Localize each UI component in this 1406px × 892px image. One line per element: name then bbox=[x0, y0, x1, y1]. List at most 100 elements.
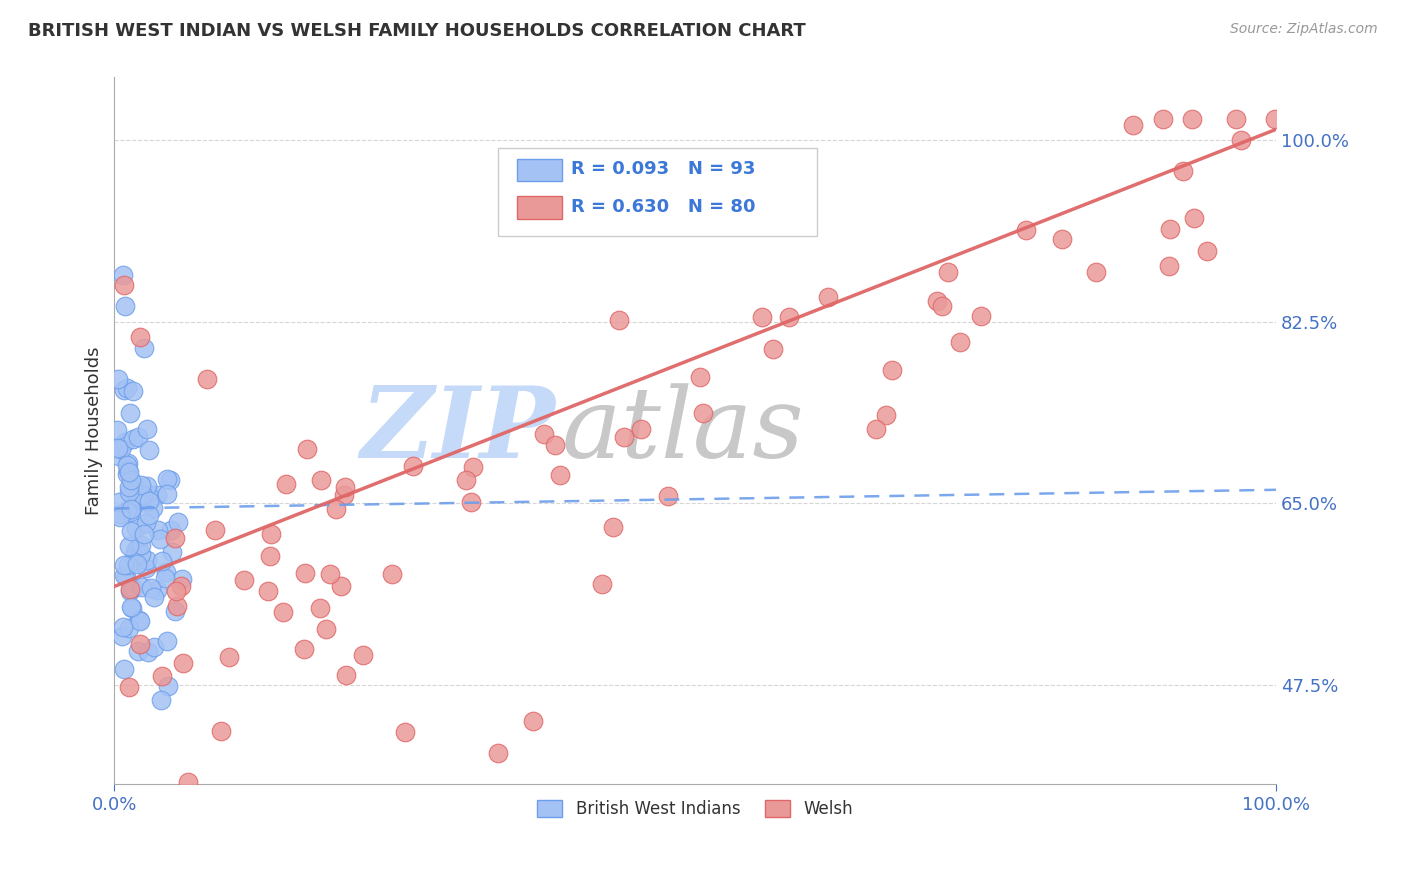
Point bbox=[522, 714, 544, 729]
Point bbox=[110, 442, 132, 456]
Point bbox=[150, 669, 173, 683]
Point bbox=[124, 550, 146, 565]
Point bbox=[607, 313, 630, 327]
Point bbox=[145, 488, 167, 502]
Point bbox=[260, 527, 283, 541]
Point bbox=[135, 479, 157, 493]
Point bbox=[118, 480, 141, 494]
Point bbox=[460, 494, 482, 508]
Point bbox=[129, 493, 152, 508]
Point bbox=[121, 479, 143, 493]
Point bbox=[155, 571, 177, 585]
Point bbox=[156, 487, 179, 501]
Point bbox=[1182, 211, 1205, 225]
Point bbox=[129, 330, 152, 344]
Point bbox=[132, 527, 155, 541]
Point bbox=[232, 574, 254, 588]
Text: ZIP: ZIP bbox=[361, 383, 555, 479]
Point bbox=[127, 430, 149, 444]
Point bbox=[127, 557, 149, 571]
Point bbox=[114, 662, 136, 676]
Point bbox=[177, 774, 200, 789]
Point bbox=[315, 622, 337, 636]
Point bbox=[533, 427, 555, 442]
Point bbox=[1050, 232, 1073, 246]
Point bbox=[1121, 118, 1143, 132]
Point bbox=[1230, 133, 1253, 147]
Point bbox=[112, 558, 135, 573]
Point bbox=[114, 434, 136, 449]
Point bbox=[218, 649, 240, 664]
Point bbox=[108, 450, 131, 464]
Point bbox=[107, 372, 129, 386]
Point bbox=[486, 746, 509, 760]
Point bbox=[115, 503, 138, 517]
Point bbox=[273, 605, 295, 619]
Point bbox=[295, 442, 318, 456]
Point bbox=[127, 540, 149, 554]
FancyBboxPatch shape bbox=[498, 148, 817, 236]
Point bbox=[657, 489, 679, 503]
Point bbox=[548, 468, 571, 483]
Point bbox=[159, 473, 181, 487]
Point bbox=[118, 485, 141, 500]
Point bbox=[1171, 164, 1194, 178]
Legend: British West Indians, Welsh: British West Indians, Welsh bbox=[530, 793, 860, 825]
Point bbox=[172, 573, 194, 587]
Point bbox=[761, 342, 783, 356]
Point bbox=[117, 558, 139, 572]
Point bbox=[970, 309, 993, 323]
Point bbox=[880, 363, 903, 377]
Point bbox=[381, 567, 404, 582]
Point bbox=[1152, 112, 1174, 126]
Point bbox=[166, 516, 188, 530]
FancyBboxPatch shape bbox=[517, 159, 561, 181]
Point bbox=[114, 569, 136, 583]
Point bbox=[132, 341, 155, 355]
Point bbox=[817, 290, 839, 304]
Point bbox=[875, 409, 897, 423]
Point bbox=[129, 614, 152, 628]
Point bbox=[128, 636, 150, 650]
Point bbox=[325, 501, 347, 516]
Text: BRITISH WEST INDIAN VS WELSH FAMILY HOUSEHOLDS CORRELATION CHART: BRITISH WEST INDIAN VS WELSH FAMILY HOUS… bbox=[28, 22, 806, 40]
Point bbox=[1159, 259, 1181, 273]
Point bbox=[138, 442, 160, 457]
Point bbox=[778, 310, 800, 325]
Point bbox=[120, 600, 142, 615]
Point bbox=[1181, 112, 1204, 126]
Point bbox=[543, 438, 565, 452]
Point bbox=[209, 723, 232, 738]
Point bbox=[120, 584, 142, 599]
Text: R = 0.093   N = 93: R = 0.093 N = 93 bbox=[571, 161, 755, 178]
Point bbox=[172, 656, 194, 670]
Text: atlas: atlas bbox=[561, 383, 804, 478]
Point bbox=[155, 565, 177, 579]
Point bbox=[112, 384, 135, 398]
Point bbox=[630, 421, 652, 435]
Point bbox=[143, 591, 166, 605]
Point bbox=[118, 406, 141, 420]
Point bbox=[124, 554, 146, 568]
Point bbox=[120, 502, 142, 516]
Point bbox=[125, 489, 148, 503]
Point bbox=[353, 648, 375, 662]
Point bbox=[122, 432, 145, 446]
Y-axis label: Family Households: Family Households bbox=[86, 346, 103, 515]
Point bbox=[402, 458, 425, 473]
Point bbox=[129, 478, 152, 492]
Point bbox=[1225, 112, 1247, 126]
Point bbox=[149, 693, 172, 707]
Point bbox=[591, 577, 613, 591]
Point bbox=[152, 554, 174, 568]
Point bbox=[463, 459, 485, 474]
Point bbox=[1084, 265, 1107, 279]
Point bbox=[257, 584, 280, 599]
Point bbox=[865, 422, 887, 436]
Point bbox=[156, 472, 179, 486]
Point bbox=[125, 521, 148, 535]
Point bbox=[454, 473, 477, 487]
Point bbox=[118, 465, 141, 479]
Point bbox=[127, 644, 149, 658]
Point bbox=[142, 640, 165, 655]
